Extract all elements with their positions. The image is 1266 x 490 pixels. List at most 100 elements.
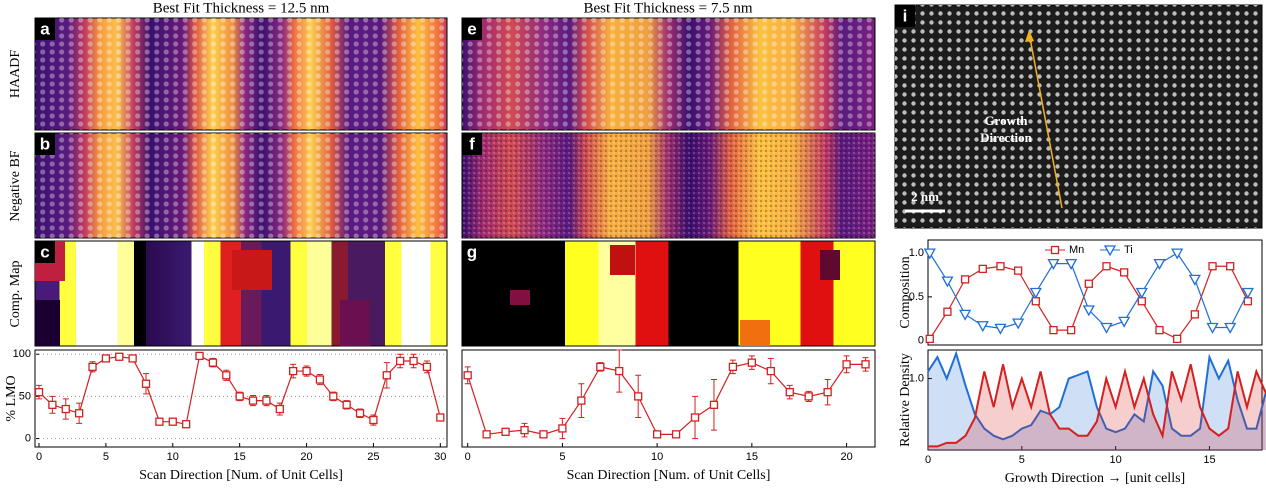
marker bbox=[577, 396, 586, 405]
marker bbox=[141, 379, 151, 388]
panel-letter: i bbox=[903, 6, 908, 25]
marker bbox=[275, 404, 284, 414]
marker bbox=[925, 334, 934, 344]
x-axis-label: Scan Direction [Num. of Unit Cells] bbox=[567, 468, 771, 483]
marker bbox=[182, 420, 191, 429]
column-title: Best Fit Thickness = 12.5 nm bbox=[153, 0, 330, 16]
x-tick-label: 0 bbox=[465, 451, 471, 463]
y-axis-label: Composition bbox=[898, 256, 913, 328]
marker bbox=[289, 366, 298, 376]
series-line bbox=[927, 350, 1266, 441]
marker bbox=[785, 388, 794, 397]
marker bbox=[1241, 287, 1254, 299]
marker bbox=[422, 362, 432, 372]
marker bbox=[539, 430, 548, 439]
marker bbox=[1153, 258, 1166, 270]
marker bbox=[596, 362, 605, 372]
marker bbox=[1118, 316, 1131, 328]
area-fill bbox=[928, 364, 1266, 450]
marker bbox=[1135, 287, 1148, 299]
marker bbox=[1100, 322, 1113, 334]
legend-label: Ti bbox=[1124, 244, 1133, 256]
x-axis-label: Scan Direction [Num. of Unit Cells] bbox=[139, 468, 343, 483]
marker bbox=[1190, 310, 1199, 319]
y-tick-label: 1.0 bbox=[909, 247, 924, 259]
y-tick-label: 100 bbox=[13, 348, 31, 360]
marker bbox=[48, 400, 57, 409]
y-tick-label: 0.5 bbox=[909, 291, 924, 303]
image-panels bbox=[34, 4, 1263, 347]
marker bbox=[1188, 274, 1201, 286]
y-tick-label: 0 bbox=[918, 335, 924, 347]
marker bbox=[941, 276, 954, 288]
marker bbox=[861, 360, 870, 369]
marker bbox=[1173, 334, 1182, 344]
marker bbox=[671, 430, 681, 439]
marker bbox=[959, 309, 972, 321]
marker bbox=[1120, 268, 1129, 277]
x-tick-label: 15 bbox=[1203, 454, 1215, 466]
marker bbox=[1208, 262, 1217, 271]
marker bbox=[74, 409, 84, 418]
x-tick-label: 5 bbox=[103, 451, 109, 463]
marker bbox=[1171, 248, 1184, 260]
marker bbox=[1047, 258, 1060, 270]
marker bbox=[978, 264, 987, 274]
scale-bar-label: 2 nm bbox=[911, 189, 939, 204]
marker bbox=[728, 362, 738, 372]
marker bbox=[747, 358, 757, 367]
row-label: HAADF bbox=[8, 50, 23, 98]
marker bbox=[1012, 318, 1025, 330]
marker bbox=[652, 430, 662, 439]
marker bbox=[208, 358, 218, 367]
marker bbox=[1226, 262, 1235, 271]
marker bbox=[994, 323, 1007, 335]
marker bbox=[996, 262, 1005, 271]
y-axis-label: Relative Density bbox=[898, 353, 913, 447]
x-tick-label: 30 bbox=[434, 451, 446, 463]
marker bbox=[842, 360, 851, 369]
marker bbox=[804, 392, 813, 401]
panel-letter: f bbox=[469, 134, 475, 153]
marker bbox=[615, 366, 624, 376]
marker bbox=[409, 356, 418, 366]
legend-label: Mn bbox=[1069, 244, 1084, 256]
growth-label: Growth bbox=[984, 113, 1028, 128]
marker bbox=[1206, 322, 1219, 334]
x-tick-label: 15 bbox=[746, 451, 758, 463]
marker bbox=[235, 392, 244, 401]
marker bbox=[302, 366, 311, 376]
marker bbox=[382, 371, 391, 380]
marker bbox=[766, 366, 775, 376]
marker bbox=[1029, 287, 1042, 299]
marker bbox=[88, 362, 97, 372]
marker bbox=[976, 321, 989, 333]
x-axis-label: Growth Direction → [unit cells] bbox=[1005, 471, 1185, 486]
column-title: Best Fit Thickness = 7.5 nm bbox=[583, 0, 752, 16]
marker bbox=[501, 427, 510, 436]
y-tick-label: 0 bbox=[25, 432, 31, 444]
y-tick-label: 50 bbox=[19, 390, 31, 402]
marker bbox=[823, 388, 832, 397]
x-tick-label: 10 bbox=[167, 451, 179, 463]
row-label: Negative BF bbox=[8, 150, 23, 221]
y-axis-label: % LMO bbox=[4, 375, 19, 421]
area-fill bbox=[928, 353, 1266, 450]
marker bbox=[1065, 258, 1078, 270]
x-tick-label: 0 bbox=[925, 454, 931, 466]
marker bbox=[101, 354, 111, 363]
panel-letter: b bbox=[40, 134, 50, 153]
marker bbox=[520, 425, 529, 435]
marker bbox=[558, 424, 567, 433]
marker bbox=[1013, 266, 1023, 275]
legend-marker bbox=[1050, 245, 1060, 255]
marker bbox=[482, 430, 491, 439]
marker bbox=[1084, 279, 1093, 288]
panel-letter: a bbox=[40, 19, 50, 38]
x-tick-label: 25 bbox=[367, 451, 379, 463]
marker bbox=[1049, 325, 1058, 335]
y-tick-label: 1.0 bbox=[909, 372, 924, 384]
panel-letter: e bbox=[467, 19, 476, 38]
marker bbox=[248, 396, 258, 405]
